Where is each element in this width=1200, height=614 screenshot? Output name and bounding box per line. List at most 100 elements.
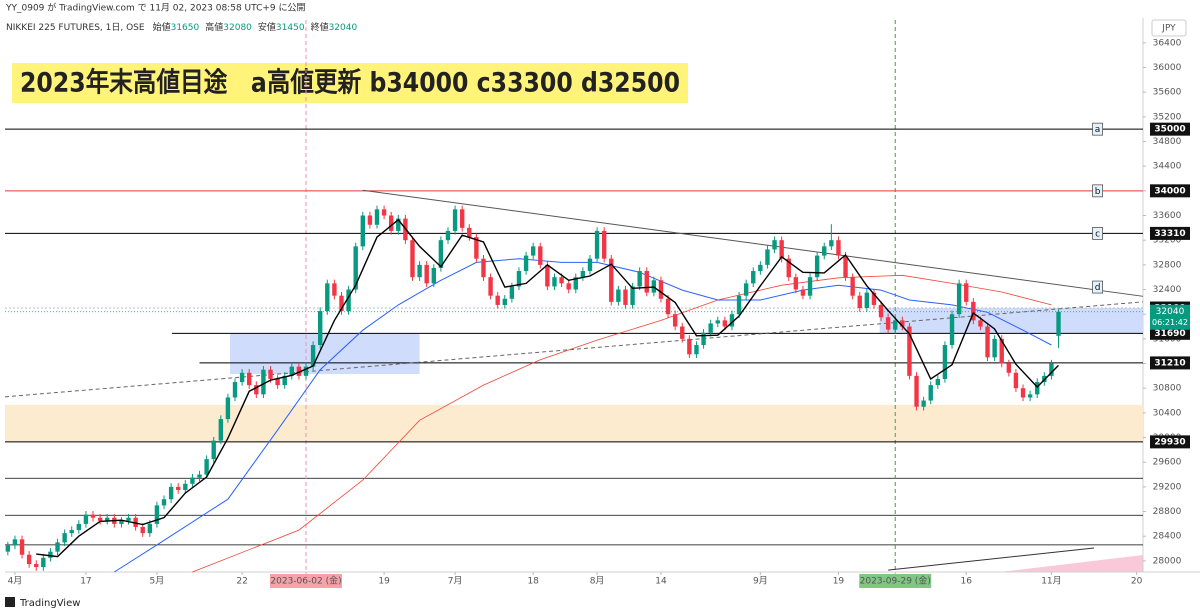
x-label-highlight <box>859 574 932 588</box>
x-tick-label: 11月 <box>1041 576 1061 587</box>
candle-body <box>573 277 578 290</box>
x-tick-label: 5月 <box>150 576 165 587</box>
candle-body <box>772 240 777 250</box>
candle-body <box>225 397 231 420</box>
candle-body <box>949 314 955 346</box>
candle-body <box>147 523 153 534</box>
y-tick-label: 36400 <box>1153 38 1182 48</box>
trendline <box>4 301 1144 398</box>
candle-body <box>616 289 621 302</box>
candle-body <box>296 366 302 376</box>
last-price-box <box>1150 304 1190 330</box>
level-label: 33310 <box>1154 229 1185 239</box>
candle-body <box>83 514 89 524</box>
candle-body <box>325 283 330 312</box>
candle-body <box>12 539 18 546</box>
y-tick-label: 30800 <box>1153 384 1182 394</box>
candle-body <box>168 486 174 500</box>
candle-body <box>538 246 543 265</box>
candle-body <box>360 215 365 247</box>
candle-body <box>900 320 905 327</box>
level-label-box <box>1150 356 1190 370</box>
candle-body <box>765 249 770 265</box>
trendline <box>888 547 1095 571</box>
ohlc-label: 始値 <box>153 21 171 33</box>
candle-body <box>680 326 685 339</box>
candle-body <box>119 520 124 524</box>
candle-body <box>431 267 436 284</box>
candle-body <box>992 338 997 358</box>
candle-body <box>594 230 600 259</box>
candle-body <box>1013 372 1019 389</box>
candle-body <box>254 385 259 395</box>
candle-body <box>850 277 855 296</box>
candle-body <box>275 378 280 386</box>
candle-body <box>268 369 273 379</box>
candle-body <box>878 304 884 318</box>
title-box <box>12 63 688 103</box>
zone <box>5 404 1143 442</box>
candle-body <box>495 295 500 305</box>
candle-body <box>893 320 898 330</box>
ohlc-value: 32040 <box>329 23 358 33</box>
candle-body <box>609 258 614 302</box>
candle-body <box>701 332 706 346</box>
annotation-box <box>1092 226 1103 240</box>
candle-body <box>346 289 351 312</box>
candle-body <box>452 209 458 231</box>
candle-body <box>48 551 53 558</box>
candle-body <box>5 545 11 552</box>
candle-body <box>1056 311 1061 336</box>
annotation: a <box>1095 125 1101 135</box>
candle-body <box>211 440 216 460</box>
y-tick-label: 33600 <box>1153 211 1182 221</box>
last-price: 32040 <box>1156 307 1185 317</box>
candle-body <box>282 375 287 386</box>
candle-body <box>474 237 479 259</box>
candle-body <box>55 542 60 552</box>
candle-body <box>1049 363 1054 376</box>
candle-body <box>978 320 983 327</box>
y-tick-label: 33200 <box>1153 236 1182 246</box>
candle-body <box>218 419 224 441</box>
brand-logo <box>5 597 15 607</box>
annotation: b <box>1095 187 1101 197</box>
candle-body <box>793 277 799 290</box>
candle-body <box>814 255 820 278</box>
moving-average <box>114 258 1052 573</box>
candle-body <box>161 499 167 506</box>
y-tick-label: 32800 <box>1153 260 1182 270</box>
candle-body <box>864 292 870 309</box>
candle-body <box>76 523 82 531</box>
candle-body <box>204 459 209 475</box>
brand: TradingView <box>19 598 80 609</box>
candle-body <box>1035 382 1040 395</box>
x-tick-label: 9月 <box>753 576 768 587</box>
symbol-line: NIKKEI 225 FUTURES, 1日, OSE 始値31650 高値3208… <box>6 21 357 33</box>
zone <box>879 308 1143 334</box>
currency: JPY <box>1161 24 1176 34</box>
ohlc-label: 安値 <box>258 21 276 33</box>
candle-body <box>694 345 699 355</box>
candle-body <box>140 526 145 534</box>
countdown: 06:21:42 <box>1152 318 1188 327</box>
x-tick-label: 20 <box>1131 577 1143 587</box>
candle-body <box>559 277 564 284</box>
annotation-box <box>1092 122 1103 136</box>
candle-body <box>154 505 160 524</box>
candle-body <box>69 530 74 534</box>
x-tick-label: 17 <box>80 577 91 587</box>
level-label-box <box>1150 184 1190 198</box>
candle-body <box>310 345 316 367</box>
candle-body <box>318 311 323 346</box>
candle-body <box>921 400 926 407</box>
level-label-box <box>1150 326 1190 340</box>
candle-body <box>105 517 110 521</box>
candle-body <box>885 317 891 330</box>
candle-body <box>239 372 245 383</box>
ohlc-value: 31650 <box>171 23 200 33</box>
annotation: d <box>1095 283 1101 293</box>
x-tick-label: 19 <box>378 577 390 587</box>
candle-body <box>687 338 692 355</box>
